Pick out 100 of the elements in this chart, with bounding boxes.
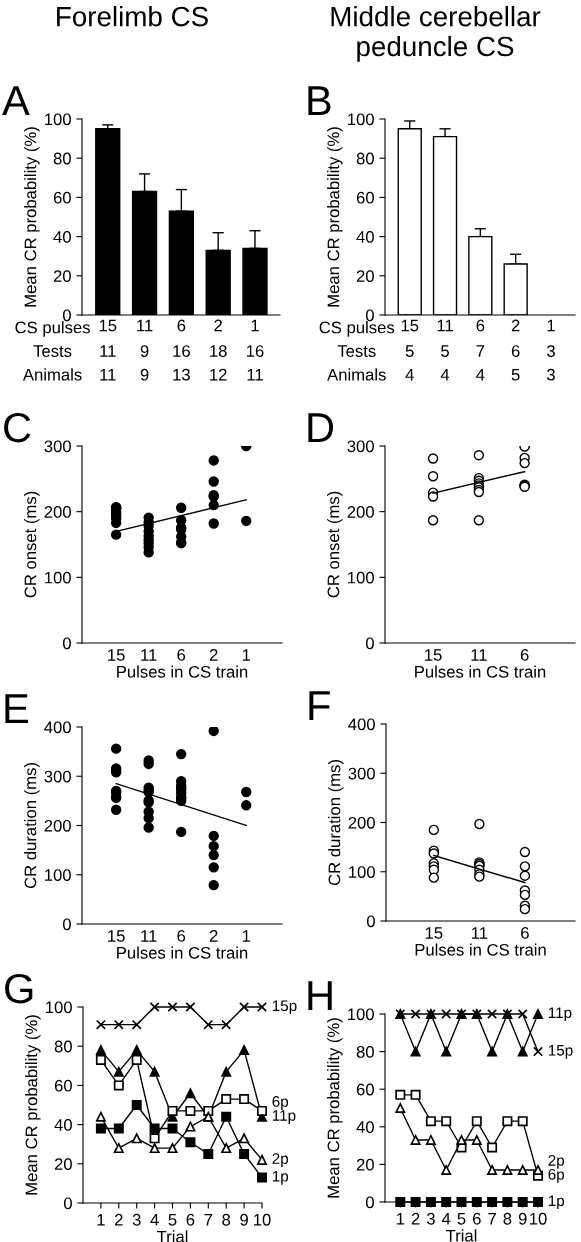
y-tick-label: 0 bbox=[365, 1196, 374, 1209]
x-tick-label: 15 bbox=[108, 649, 125, 661]
x-tick-label: 6 bbox=[520, 649, 529, 661]
chart-title: E bbox=[5, 694, 28, 723]
y-tick-label: 100 bbox=[45, 571, 71, 584]
chart-title: F bbox=[309, 691, 330, 720]
y-tick-label: 60 bbox=[53, 191, 71, 204]
y-tick-label: 100 bbox=[348, 571, 374, 584]
y-axis-title: CR duration (ms) bbox=[24, 763, 40, 889]
x-axis-title: CS pulses bbox=[15, 321, 90, 337]
legend-label: 1p bbox=[548, 1195, 565, 1210]
x-tick-label: 11 bbox=[141, 930, 157, 942]
x-axis-title: Trial bbox=[156, 1230, 188, 1242]
text: 9 bbox=[140, 345, 149, 357]
y-tick-label: 200 bbox=[44, 506, 71, 518]
x-axis-title: Pulses in CS train bbox=[117, 665, 248, 678]
text: 11 bbox=[100, 368, 116, 381]
x-tick-label: 6 bbox=[177, 319, 186, 332]
x-tick-label: 10 bbox=[254, 1213, 271, 1226]
x-tick-label: 5 bbox=[457, 1213, 466, 1225]
y-tick-label: 400 bbox=[44, 721, 71, 734]
x-tick-label: 3 bbox=[426, 1212, 435, 1225]
y-tick-label: 0 bbox=[365, 309, 374, 322]
y-tick-label: 20 bbox=[54, 1158, 72, 1170]
text: 7 bbox=[476, 345, 485, 357]
y-axis-title: Mean CR probability (%) bbox=[327, 1018, 343, 1198]
chart-title: B bbox=[308, 86, 331, 115]
x-tick-label: 7 bbox=[488, 1213, 496, 1225]
x-tick-label: 1 bbox=[396, 1213, 405, 1225]
text: 12 bbox=[210, 368, 227, 381]
x-tick-label: 2 bbox=[214, 319, 222, 332]
y-axis-title: CR onset (ms) bbox=[24, 491, 40, 598]
x-tick-label: 1 bbox=[242, 930, 251, 942]
y-tick-label: 20 bbox=[356, 270, 374, 282]
x-axis-title: Trial bbox=[445, 1229, 477, 1242]
series-label: 2p bbox=[272, 1153, 289, 1167]
x-tick-label: 10 bbox=[530, 1212, 547, 1225]
y-tick-label: 0 bbox=[62, 309, 71, 322]
text: 3 bbox=[546, 368, 555, 381]
y-tick-label: 60 bbox=[356, 1083, 374, 1096]
x-tick-label: 1 bbox=[251, 319, 259, 332]
x-tick-label: 6 bbox=[473, 1212, 481, 1225]
text: 4 bbox=[440, 368, 450, 381]
x-tick-label: 2 bbox=[209, 649, 218, 661]
y-axis-title: Mean CR probability (%) bbox=[327, 127, 343, 307]
y-tick-label: 80 bbox=[356, 152, 374, 165]
y-tick-label: 0 bbox=[365, 637, 374, 650]
x-tick-label: 3 bbox=[132, 1213, 141, 1226]
y-tick-label: 20 bbox=[53, 270, 71, 282]
y-tick-label: 200 bbox=[348, 816, 375, 829]
x-tick-label: 9 bbox=[518, 1212, 527, 1225]
x-tick-label: 11 bbox=[137, 319, 153, 332]
x-tick-label: 11 bbox=[141, 649, 157, 661]
x-tick-label: 4 bbox=[441, 1213, 451, 1225]
y-tick-label: 300 bbox=[348, 767, 375, 780]
x-tick-label: 11 bbox=[471, 649, 487, 661]
series-label: 2p bbox=[548, 1154, 565, 1169]
y-tick-label: 80 bbox=[54, 1040, 72, 1053]
x-tick-label: 5 bbox=[168, 1214, 177, 1226]
text: 5 bbox=[405, 345, 414, 357]
y-axis-title: CR onset (ms) bbox=[327, 491, 343, 598]
y-tick-label: 0 bbox=[62, 637, 71, 650]
text: 13 bbox=[173, 368, 190, 381]
x-tick-label: 11 bbox=[437, 319, 453, 332]
text: Animals bbox=[327, 368, 386, 381]
x-tick-label: 15 bbox=[99, 319, 117, 332]
y-tick-label: 100 bbox=[349, 866, 375, 878]
x-tick-label: 6 bbox=[521, 927, 529, 939]
text: 3 bbox=[546, 345, 555, 357]
y-tick-label: 100 bbox=[45, 869, 71, 881]
series-label: 6p bbox=[548, 1168, 565, 1183]
text: 18 bbox=[210, 345, 227, 357]
y-tick-label: 300 bbox=[44, 440, 71, 453]
text: Animals bbox=[22, 368, 82, 381]
y-tick-label: 100 bbox=[46, 1001, 72, 1014]
x-tick-label: 2 bbox=[209, 930, 218, 942]
x-tick-label: 6 bbox=[177, 649, 186, 661]
x-tick-label: 6 bbox=[476, 319, 485, 332]
chart-subtitle: Forelimb CS bbox=[57, 6, 208, 27]
y-tick-label: 200 bbox=[44, 819, 71, 832]
x-tick-label: 8 bbox=[222, 1213, 231, 1226]
y-tick-label: 100 bbox=[45, 113, 71, 126]
y-tick-label: 200 bbox=[347, 506, 374, 518]
y-tick-label: 40 bbox=[356, 1121, 374, 1133]
text: 5 bbox=[511, 368, 520, 381]
series-label: 11p bbox=[548, 1007, 572, 1022]
x-tick-label: 1 bbox=[97, 1214, 105, 1226]
x-tick-label: 1 bbox=[547, 319, 555, 332]
chart-title: C bbox=[4, 412, 31, 443]
x-axis-title: Pulses in CS train bbox=[415, 665, 546, 678]
x-tick-label: 2 bbox=[511, 319, 520, 332]
x-tick-label: 11 bbox=[471, 927, 488, 939]
text: 5 bbox=[441, 345, 449, 357]
chart-title: G bbox=[5, 973, 33, 1004]
y-axis-title: Mean CR probability (%) bbox=[24, 127, 40, 307]
x-tick-label: 7 bbox=[204, 1214, 213, 1226]
series-label: 6p bbox=[272, 1096, 289, 1110]
text: 9 bbox=[140, 368, 149, 381]
y-tick-label: 0 bbox=[62, 918, 71, 931]
x-tick-label: 2 bbox=[411, 1212, 420, 1225]
